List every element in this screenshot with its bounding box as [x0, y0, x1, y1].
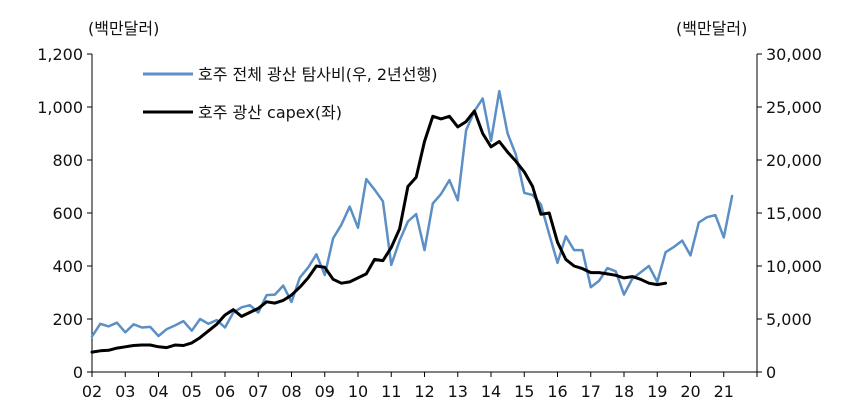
- x-tick-label: 16: [547, 382, 567, 401]
- x-tick-label: 15: [514, 382, 534, 401]
- series-line-capex: [90, 109, 668, 354]
- x-tick-label: 18: [614, 382, 634, 401]
- x-tick-label: 13: [448, 382, 468, 401]
- right-tick-label: 20,000: [766, 151, 822, 170]
- left-tick-label: 0: [73, 363, 83, 382]
- x-tick-label: 10: [348, 382, 368, 401]
- left-axis-ticks: 0 200 400 600 800 1,000 1,200: [37, 45, 92, 382]
- x-tick-label: 06: [215, 382, 235, 401]
- x-tick-label: 05: [182, 382, 202, 401]
- x-tick-label: 12: [414, 382, 434, 401]
- left-tick-label: 600: [52, 204, 83, 223]
- left-tick-label: 400: [52, 257, 83, 276]
- right-tick-label: 5,000: [766, 310, 812, 329]
- x-tick-label: 02: [82, 382, 102, 401]
- x-tick-label: 04: [148, 382, 168, 401]
- legend-label-capex: 호주 광산 capex(좌): [198, 103, 342, 122]
- right-axis-ticks: 0 5,000 10,000 15,000 20,000 25,000 30,000: [757, 45, 822, 382]
- series-layer: [90, 89, 734, 354]
- right-axis-unit-label: (백만달러): [676, 19, 747, 38]
- x-tick-label: 07: [248, 382, 268, 401]
- x-tick-label: 19: [647, 382, 667, 401]
- x-axis-ticks: 02 03 04 05 06 07 08 09 10 11 12 13 14 15 16 17 18 19 20 21: [82, 372, 758, 401]
- left-axis-unit-label: (백만달러): [88, 19, 159, 38]
- right-tick-label: 30,000: [766, 45, 822, 64]
- left-tick-label: 1,200: [37, 45, 83, 64]
- left-tick-label: 200: [52, 310, 83, 329]
- x-tick-label: 03: [115, 382, 135, 401]
- x-tick-label: 14: [481, 382, 501, 401]
- legend-label-exploration: 호주 전체 광산 탐사비(우, 2년선행): [198, 65, 437, 84]
- right-tick-label: 10,000: [766, 257, 822, 276]
- series-line-exploration: [90, 89, 734, 338]
- right-tick-label: 0: [766, 363, 776, 382]
- right-tick-label: 25,000: [766, 98, 822, 117]
- right-tick-label: 15,000: [766, 204, 822, 223]
- legend: 호주 전체 광산 탐사비(우, 2년선행) 호주 광산 capex(좌): [143, 65, 437, 122]
- x-tick-label: 11: [381, 382, 401, 401]
- x-tick-label: 21: [714, 382, 734, 401]
- left-tick-label: 800: [52, 151, 83, 170]
- x-tick-label: 09: [315, 382, 335, 401]
- x-tick-label: 17: [581, 382, 601, 401]
- x-tick-label: 08: [281, 382, 301, 401]
- left-tick-label: 1,000: [37, 98, 83, 117]
- x-tick-label: 20: [680, 382, 700, 401]
